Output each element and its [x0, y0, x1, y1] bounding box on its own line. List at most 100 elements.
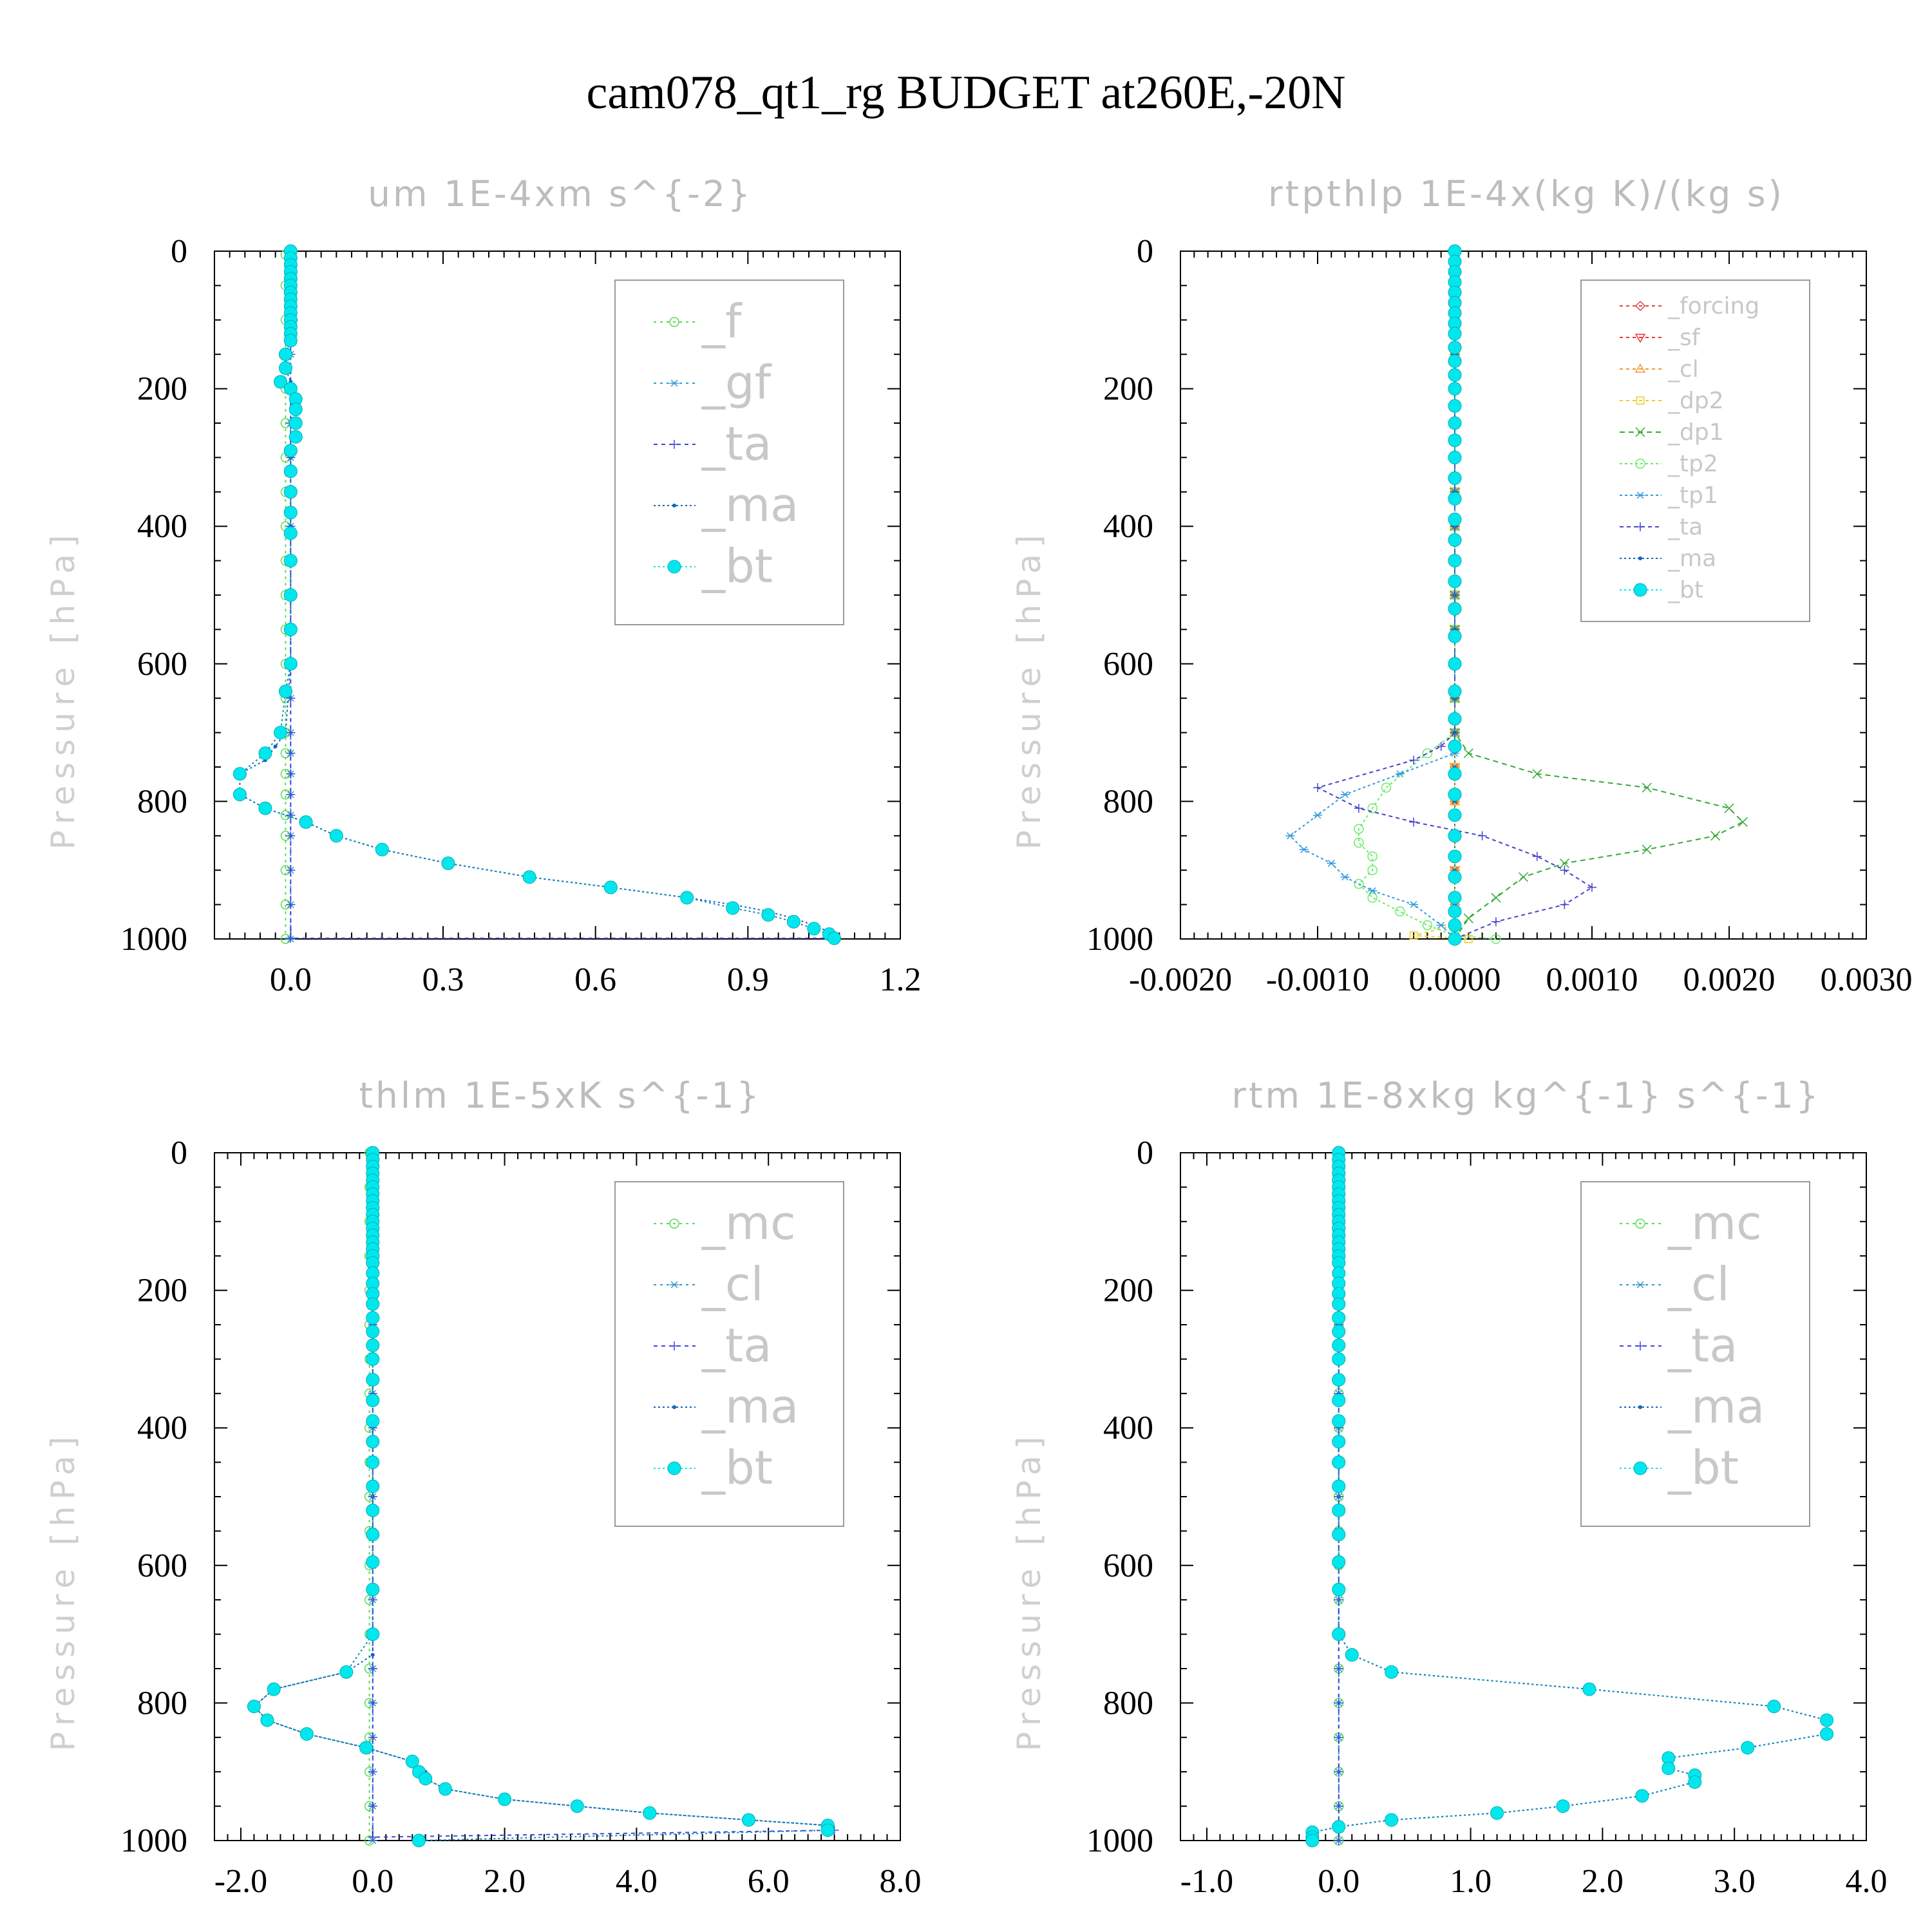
legend-marker-rtpthlp-forcing	[1634, 300, 1646, 312]
data-point-rtpthlp-tp2-19	[1354, 837, 1364, 848]
data-point-rtpthlp-tp2-24	[1395, 906, 1405, 917]
data-point-thlm-bt-20	[366, 1297, 380, 1311]
data-point-thlm-bt-34	[366, 1582, 380, 1596]
legend-label-rtpthlp-dp1: _dp1	[1667, 419, 1724, 446]
data-point-thlm-bt-46	[498, 1792, 512, 1806]
x-tick-label-rtpthlp-5: 0.0030	[1821, 961, 1913, 998]
x-tick-label-thlm-2: 2.0	[484, 1863, 526, 1900]
y-tick-label-rtm-5: 1000	[1086, 1823, 1153, 1859]
data-point-um-bt-30	[283, 657, 298, 671]
data-point-rtpthlp-bt-34	[1448, 870, 1462, 884]
data-point-rtm-bt-34	[1332, 1582, 1346, 1596]
legend-um: _f _gf _ta _ma _bt	[614, 279, 844, 625]
x-tick-label-thlm-1: 0.0	[352, 1863, 393, 1900]
x-tick-label-rtm-1: 0.0	[1318, 1863, 1359, 1900]
data-point-rtm-ta-16	[1334, 1698, 1343, 1708]
data-point-rtm-bt-51	[1332, 1820, 1346, 1834]
data-point-rtpthlp-dp1-19	[1738, 817, 1748, 827]
x-tick-label-thlm-5: 8.0	[880, 1863, 922, 1900]
x-tick-label-rtm-3: 2.0	[1582, 1863, 1624, 1900]
legend-label-thlm-mc: _mc	[701, 1196, 796, 1250]
plot-area-rtpthlp: 0 200 400 600 800 1000-0.0020 -0.0010 0.0000 0.0…	[1086, 233, 1913, 998]
figure-title: cam078_qt1_rg BUDGET at260E,-20N	[586, 66, 1345, 119]
x-tick-label-rtm-0: -1.0	[1180, 1863, 1233, 1900]
data-point-rtpthlp-dp2-22	[1464, 934, 1473, 943]
data-point-um-bt-34	[232, 767, 247, 781]
data-point-thlm-bt-41	[359, 1741, 374, 1755]
data-point-rtpthlp-ta-17	[1313, 783, 1322, 793]
data-point-um-ma-15	[273, 744, 278, 748]
x-tick-label-thlm-0: -2.0	[214, 1863, 267, 1900]
data-point-thlm-bt-32	[366, 1528, 380, 1542]
legend-marker-thlm-mc	[669, 1218, 679, 1229]
x-tick-label-um-2: 0.6	[574, 961, 616, 998]
data-point-rtpthlp-bt-10	[1448, 354, 1462, 368]
data-point-rtpthlp-dp1-20	[1710, 831, 1721, 841]
legend-label-um-ta: _ta	[701, 417, 772, 471]
data-point-thlm-bt-44	[419, 1772, 433, 1786]
y-tick-label-rtpthlp-1: 200	[1103, 371, 1153, 408]
series-rtm-bt	[1305, 1146, 1834, 1848]
data-point-rtpthlp-tp1-20	[1299, 846, 1309, 853]
y-tick-label-rtpthlp-4: 800	[1103, 783, 1153, 820]
y-tick-label-thlm-0: 0	[171, 1135, 187, 1171]
data-point-rtpthlp-dp1-17	[1642, 782, 1652, 793]
legend-label-um-ma: _ma	[701, 478, 799, 532]
data-point-rtpthlp-bt-24	[1448, 629, 1462, 643]
legend-label-um-bt: _bt	[701, 539, 773, 593]
legend-marker-rtpthlp-bt	[1633, 583, 1647, 597]
legend-label-rtm-ma: _ma	[1667, 1379, 1765, 1434]
data-point-rtpthlp-dp1-25	[1463, 913, 1473, 923]
data-point-rtpthlp-tp2-15	[1422, 748, 1433, 759]
data-point-um-bt-47	[807, 922, 821, 936]
y-axis-label-rtm: Pressure [hPa]	[1010, 1430, 1048, 1752]
data-point-um-bt-31	[278, 685, 292, 699]
legend-label-rtpthlp-tp1: _tp1	[1667, 482, 1718, 509]
data-point-um-bt-27	[283, 554, 298, 568]
x-tick-label-rtm-4: 3.0	[1714, 1863, 1756, 1900]
data-point-rtm-bt-39	[1767, 1700, 1781, 1714]
data-point-rtm-ta-15	[1334, 1664, 1343, 1673]
data-point-thlm-bt-37	[267, 1682, 281, 1696]
legend-marker-um-bt	[667, 560, 681, 574]
legend-marker-rtpthlp-cl	[1634, 363, 1646, 373]
data-point-um-bt-42	[603, 880, 618, 895]
data-point-um-bt-29	[283, 622, 298, 636]
data-point-rtpthlp-bt-16	[1448, 450, 1462, 464]
x-tick-label-rtpthlp-2: 0.0000	[1409, 961, 1501, 998]
data-point-thlm-bt-29	[366, 1455, 380, 1470]
data-point-thlm-bt-33	[366, 1555, 380, 1569]
data-point-rtpthlp-dp1-21	[1642, 844, 1652, 855]
data-point-rtpthlp-tp1-23	[1368, 887, 1378, 895]
data-point-rtpthlp-bt-8	[1448, 327, 1462, 341]
data-point-rtpthlp-tp1-19	[1285, 832, 1295, 840]
data-point-rtm-bt-21	[1332, 1311, 1346, 1325]
data-point-um-bt-19	[289, 402, 303, 417]
data-point-thlm-ta-17	[368, 1732, 377, 1742]
data-point-um-bt-26	[283, 526, 298, 540]
series-um-bt	[232, 244, 841, 945]
data-point-rtpthlp-ta-25	[1491, 917, 1501, 927]
legend-label-rtm-bt: _bt	[1667, 1441, 1739, 1495]
data-point-rtpthlp-tp1-25	[1436, 922, 1446, 929]
y-tick-label-um-1: 200	[137, 371, 187, 408]
data-point-rtm-bt-46	[1688, 1775, 1702, 1789]
data-point-um-bt-46	[786, 914, 800, 929]
data-point-rtm-bt-36	[1345, 1648, 1359, 1662]
y-axis-label-um: Pressure [hPa]	[44, 529, 82, 850]
data-point-rtpthlp-bt-37	[1448, 918, 1462, 933]
data-point-um-bt-35	[232, 788, 247, 802]
data-point-rtm-ta-18	[1334, 1767, 1343, 1777]
legend-marker-rtpthlp-dp2	[1636, 396, 1645, 405]
data-point-rtm-bt-27	[1332, 1414, 1346, 1428]
data-point-rtpthlp-bt-13	[1448, 399, 1462, 413]
legend-marker-thlm-cl	[670, 1281, 679, 1289]
data-point-rtm-bt-50	[1385, 1813, 1399, 1827]
data-point-rtpthlp-dp1-18	[1724, 803, 1734, 813]
data-point-um-ta-14	[286, 728, 296, 737]
legend-label-rtpthlp-ma: _ma	[1667, 545, 1716, 572]
data-point-rtm-bt-26	[1332, 1393, 1346, 1407]
legend-label-thlm-cl: _cl	[701, 1257, 764, 1311]
legend-marker-rtpthlp-ta	[1636, 522, 1645, 531]
